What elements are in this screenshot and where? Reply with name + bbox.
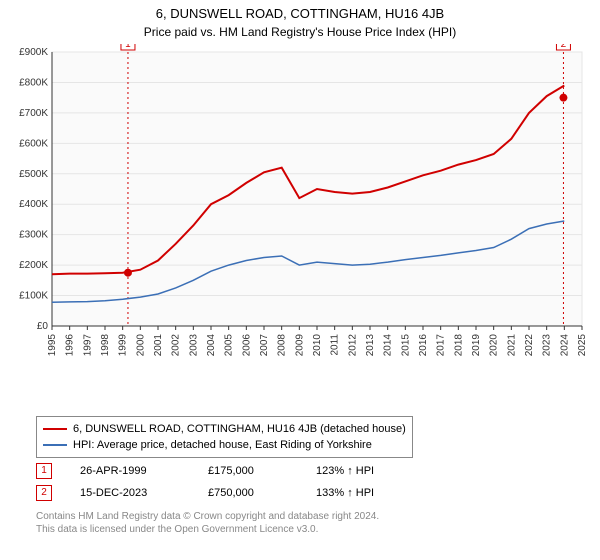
event-row-1: 1 26-APR-1999 £175,000 123% ↑ HPI bbox=[36, 460, 374, 482]
svg-text:2010: 2010 bbox=[312, 334, 323, 357]
svg-text:2016: 2016 bbox=[418, 334, 429, 357]
svg-text:1: 1 bbox=[125, 44, 131, 50]
chart-subtitle: Price paid vs. HM Land Registry's House … bbox=[0, 21, 600, 43]
svg-text:2000: 2000 bbox=[135, 334, 146, 357]
svg-text:1999: 1999 bbox=[118, 334, 129, 357]
legend-swatch-property bbox=[43, 428, 67, 430]
svg-text:2017: 2017 bbox=[436, 334, 447, 357]
legend-label-hpi: HPI: Average price, detached house, East… bbox=[73, 439, 372, 451]
svg-text:2004: 2004 bbox=[206, 334, 217, 357]
svg-text:2012: 2012 bbox=[347, 334, 358, 357]
svg-text:£800K: £800K bbox=[19, 77, 48, 88]
svg-text:2006: 2006 bbox=[241, 334, 252, 357]
svg-text:2011: 2011 bbox=[330, 334, 341, 356]
attribution-line2: This data is licensed under the Open Gov… bbox=[36, 523, 379, 536]
svg-text:2007: 2007 bbox=[259, 334, 270, 357]
svg-text:2019: 2019 bbox=[471, 334, 482, 357]
svg-text:2021: 2021 bbox=[506, 334, 517, 357]
svg-text:2001: 2001 bbox=[153, 334, 164, 357]
svg-text:£600K: £600K bbox=[19, 138, 48, 149]
svg-text:2009: 2009 bbox=[294, 334, 305, 357]
svg-text:2020: 2020 bbox=[489, 334, 500, 357]
chart-svg: £0 £100K £200K £300K £400K £500K £600K £700K £80… bbox=[8, 44, 592, 374]
svg-text:1995: 1995 bbox=[47, 334, 58, 357]
event-comparison-1: 123% ↑ HPI bbox=[316, 465, 374, 477]
svg-text:2005: 2005 bbox=[224, 334, 235, 357]
event-badge-1: 1 bbox=[36, 463, 52, 479]
svg-text:£300K: £300K bbox=[19, 230, 48, 241]
chart-container: 6, DUNSWELL ROAD, COTTINGHAM, HU16 4JB P… bbox=[0, 0, 600, 560]
svg-text:£100K: £100K bbox=[19, 291, 48, 302]
svg-text:£200K: £200K bbox=[19, 260, 48, 271]
svg-text:2015: 2015 bbox=[400, 334, 411, 357]
svg-text:2013: 2013 bbox=[365, 334, 376, 357]
svg-text:£400K: £400K bbox=[19, 199, 48, 210]
event-row-2: 2 15-DEC-2023 £750,000 133% ↑ HPI bbox=[36, 482, 374, 504]
event-price-1: £175,000 bbox=[208, 465, 288, 477]
svg-text:2024: 2024 bbox=[559, 334, 570, 357]
legend-swatch-hpi bbox=[43, 444, 67, 446]
events-table: 1 26-APR-1999 £175,000 123% ↑ HPI 2 15-D… bbox=[36, 460, 374, 504]
event-price-2: £750,000 bbox=[208, 487, 288, 499]
event-date-1: 26-APR-1999 bbox=[80, 465, 180, 477]
attribution: Contains HM Land Registry data © Crown c… bbox=[36, 510, 379, 536]
svg-text:2: 2 bbox=[561, 44, 567, 50]
svg-text:£900K: £900K bbox=[19, 47, 48, 58]
svg-text:2002: 2002 bbox=[171, 334, 182, 357]
svg-text:2003: 2003 bbox=[188, 334, 199, 357]
event-badge-2: 2 bbox=[36, 485, 52, 501]
svg-text:1998: 1998 bbox=[100, 334, 111, 357]
event-date-2: 15-DEC-2023 bbox=[80, 487, 180, 499]
svg-text:2014: 2014 bbox=[383, 334, 394, 357]
legend-row-hpi: HPI: Average price, detached house, East… bbox=[43, 437, 406, 453]
svg-text:2023: 2023 bbox=[542, 334, 553, 357]
svg-text:1996: 1996 bbox=[65, 334, 76, 357]
svg-text:£0: £0 bbox=[37, 321, 49, 332]
svg-text:£700K: £700K bbox=[19, 108, 48, 119]
svg-text:2022: 2022 bbox=[524, 334, 535, 357]
chart-title: 6, DUNSWELL ROAD, COTTINGHAM, HU16 4JB bbox=[0, 0, 600, 21]
event-comparison-2: 133% ↑ HPI bbox=[316, 487, 374, 499]
svg-text:2018: 2018 bbox=[453, 334, 464, 357]
chart-plot: £0 £100K £200K £300K £400K £500K £600K £700K £80… bbox=[8, 44, 592, 374]
svg-text:2025: 2025 bbox=[577, 334, 588, 357]
legend: 6, DUNSWELL ROAD, COTTINGHAM, HU16 4JB (… bbox=[36, 416, 413, 458]
legend-label-property: 6, DUNSWELL ROAD, COTTINGHAM, HU16 4JB (… bbox=[73, 423, 406, 435]
legend-row-property: 6, DUNSWELL ROAD, COTTINGHAM, HU16 4JB (… bbox=[43, 421, 406, 437]
svg-text:£500K: £500K bbox=[19, 169, 48, 180]
svg-text:2008: 2008 bbox=[277, 334, 288, 357]
attribution-line1: Contains HM Land Registry data © Crown c… bbox=[36, 510, 379, 523]
svg-text:1997: 1997 bbox=[82, 334, 93, 357]
